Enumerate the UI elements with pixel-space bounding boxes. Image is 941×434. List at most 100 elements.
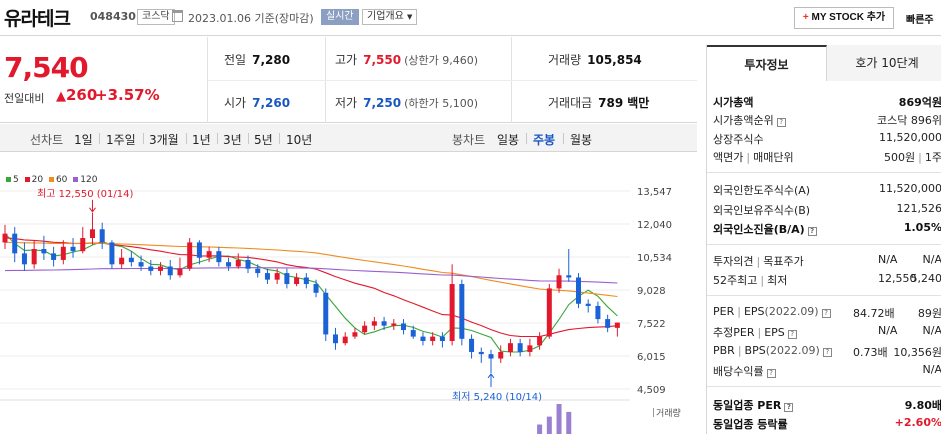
y-tick-label: 10,534: [637, 253, 672, 264]
quick-link[interactable]: 빠른주: [906, 15, 934, 26]
high-cell: 고가 7,550 (상한가 9,460): [335, 51, 478, 68]
legend-ma120: 120: [80, 175, 98, 185]
ma120-line: [4, 267, 618, 284]
candle-body: [469, 338, 475, 352]
candle-body: [196, 242, 202, 258]
divider: [208, 80, 697, 81]
divider: [526, 133, 527, 144]
max-arrow-head: [89, 207, 96, 213]
foreign-ratio-row: 외국인소진율(B/A)? 1.05%: [713, 219, 941, 237]
company-info-dropdown[interactable]: 기업개요 ▼: [362, 9, 418, 25]
industry-rate-row: 동일업종 등락률 +2.60%: [713, 414, 941, 432]
industry-rate-label: 동일업종 등락률: [713, 418, 788, 431]
candle-body: [313, 284, 319, 293]
change-amount-value: 260: [66, 86, 98, 104]
foreign-ratio-text: 외국인소진율(B/A): [713, 223, 805, 236]
divider: [707, 295, 941, 296]
candle-body: [294, 277, 300, 285]
stock-header: 유라테크 048430 코스닥 2023.01.06 기준(장마감) 실시간 기…: [0, 0, 941, 36]
foreign-hold-row: 외국인보유주식수(B) 121,526: [713, 200, 941, 218]
prev-close-cell: 전일 7,280: [224, 51, 290, 68]
candlestick-svg[interactable]: 13,547 12,040 10,534 9,028 7,522 6,015 4,509 최고…: [0, 152, 697, 434]
candle-body: [585, 303, 591, 306]
bps-period: (2022.09): [765, 344, 820, 357]
candle-body: [575, 277, 581, 304]
info-icon[interactable]: ?: [787, 330, 797, 339]
min-annotation: 최저 5,240 (10/14): [452, 391, 542, 403]
tab-invest-info[interactable]: 투자정보: [707, 45, 827, 81]
candle-body: [187, 242, 193, 269]
legend-ma5: 5: [13, 175, 19, 185]
current-price: 7,540: [4, 51, 89, 84]
candle-body: [128, 257, 134, 263]
realtime-button[interactable]: 실시간: [321, 9, 359, 25]
info-icon[interactable]: ?: [822, 348, 832, 357]
info-icon[interactable]: ?: [807, 227, 817, 236]
divider: [248, 133, 249, 144]
candle-body: [537, 336, 543, 346]
period-10y[interactable]: 10년: [286, 133, 313, 147]
market-cap-label: 시가총액: [713, 96, 754, 109]
shares-value: 11,520,000: [879, 131, 941, 144]
dividend-label: 배당수익률?: [713, 363, 776, 379]
stock-code: 048430: [90, 10, 136, 23]
candle-body: [401, 323, 407, 331]
add-mystock-button[interactable]: + MY STOCK 추가: [794, 7, 894, 29]
prev-close-value: 7,280: [252, 53, 291, 67]
pbr-label: PBR | BPS(2022.09)?: [713, 344, 832, 357]
legend-swatch: [73, 177, 79, 182]
candle-body: [109, 242, 115, 265]
candle-body: [274, 273, 280, 280]
period-1d[interactable]: 1일: [74, 133, 93, 147]
candle-body: [70, 246, 76, 252]
period-5y[interactable]: 5년: [254, 133, 273, 147]
foreign-limit-row: 외국인한도주식수(A) 11,520,000: [713, 180, 941, 198]
candle-monthly[interactable]: 월봉: [570, 133, 593, 147]
est-eps-value: N/A: [922, 324, 941, 337]
line-chart-label[interactable]: 선차트: [30, 133, 64, 147]
divider: [217, 133, 218, 144]
low-cell: 저가 7,250 (하한가 5,100): [335, 94, 478, 111]
period-1y[interactable]: 1년: [192, 133, 211, 147]
up-triangle-icon: ▲: [56, 89, 66, 104]
candle-body: [323, 292, 329, 335]
candle-body: [546, 288, 552, 337]
tab-quote-10[interactable]: 호가 10단계: [827, 45, 941, 81]
divider: [707, 172, 941, 173]
candle-weekly[interactable]: 주봉: [533, 133, 556, 147]
est-per-value: N/A: [878, 324, 898, 337]
candle-body: [566, 275, 572, 278]
market-cap-value: 869억원: [898, 96, 941, 109]
candle-body: [235, 259, 241, 267]
info-icon[interactable]: ?: [821, 309, 831, 318]
y-tick-label: 13,547: [637, 187, 672, 198]
info-icon[interactable]: ?: [776, 118, 786, 127]
candle-body: [167, 266, 173, 276]
bps-value: 10,356원: [893, 346, 941, 359]
info-icon[interactable]: ?: [766, 369, 776, 378]
invest-info-panel: 투자정보 호가 10단계 시가총액 869억원 시가총액순위? 코스닥 896위 상…: [706, 45, 941, 434]
candle-body: [255, 268, 261, 274]
candle-body: [517, 343, 523, 352]
period-3y[interactable]: 3년: [223, 133, 242, 147]
y-tick-label: 7,522: [637, 319, 666, 330]
candle-body: [303, 277, 309, 285]
industry-per-label: 동일업종 PER?: [713, 397, 794, 413]
chart-legend: 5 20 60 120: [3, 175, 97, 185]
period-3m[interactable]: 3개월: [149, 133, 179, 147]
market-cap-rank-value: 코스닥 896위: [877, 114, 941, 127]
legend-swatch: [24, 177, 30, 182]
candle-daily[interactable]: 일봉: [497, 133, 520, 147]
trade-unit-text: 매매단위: [753, 151, 794, 164]
calendar-icon: [172, 10, 183, 22]
candle-body: [80, 238, 86, 252]
divider: [707, 244, 941, 245]
candle-body: [332, 334, 338, 344]
divider: [143, 133, 144, 144]
eps-text: EPS: [743, 305, 765, 318]
par-row: 액면가 | 매매단위 500원 | 1주: [713, 147, 941, 165]
info-icon[interactable]: ?: [784, 403, 794, 412]
candle-chart-label[interactable]: 봉차트: [452, 133, 486, 147]
period-1w[interactable]: 1주일: [106, 133, 136, 147]
industry-rate-value: +2.60%: [894, 416, 941, 429]
